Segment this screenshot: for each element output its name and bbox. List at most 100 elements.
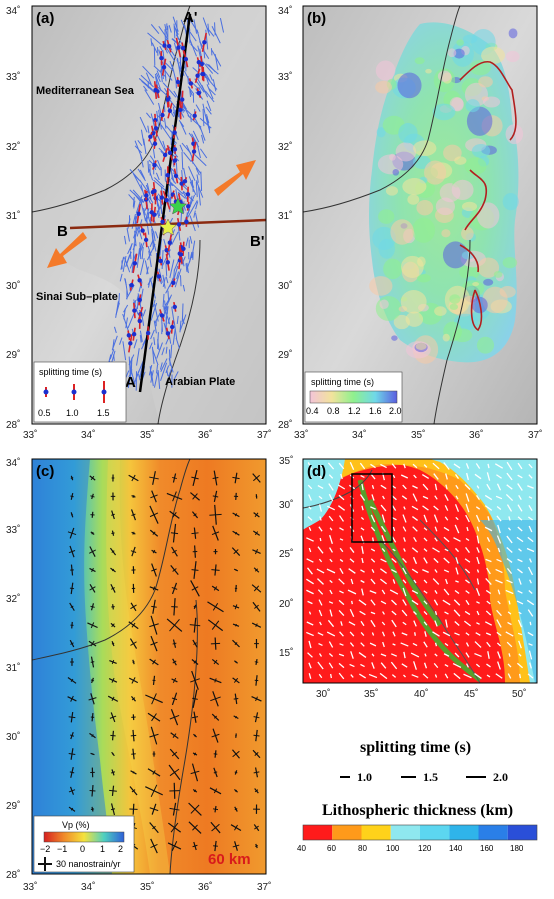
- splitting-bar: [175, 337, 180, 349]
- white-splitting-bar: [444, 516, 449, 521]
- x-tick: 50˚: [512, 688, 526, 700]
- splitting-bar: [162, 293, 165, 307]
- station-dot: [172, 147, 178, 152]
- station-dot: [126, 333, 132, 338]
- white-splitting-bar: [403, 463, 406, 469]
- splitting-time-title: splitting time (s): [360, 739, 471, 756]
- white-splitting-bar: [455, 643, 459, 646]
- splitting-bar: [209, 74, 213, 81]
- white-splitting-bar: [507, 527, 512, 531]
- strain-cross-arm: [193, 789, 197, 793]
- strain-cross-arm: [233, 697, 239, 700]
- white-splitting-bar: [455, 567, 459, 575]
- station-dot: [152, 212, 157, 217]
- white-splitting-bar: [371, 485, 375, 489]
- splitting-bar: [181, 303, 184, 322]
- white-splitting-bar: [508, 600, 511, 605]
- white-splitting-bar: [350, 674, 354, 678]
- splitting-bar: [162, 274, 166, 289]
- strain-cross-arm: [130, 641, 137, 646]
- white-splitting-bar: [327, 462, 335, 470]
- white-splitting-bar: [308, 474, 312, 479]
- strain-cross-arm: [172, 549, 177, 554]
- white-splitting-bar: [476, 610, 480, 616]
- white-splitting-bar: [317, 661, 324, 670]
- white-splitting-bar: [402, 557, 407, 564]
- splitting-bar: [139, 116, 148, 133]
- strain-cross-arm: [211, 569, 220, 571]
- white-splitting-bar: [360, 474, 365, 479]
- splitting-bar: [125, 317, 128, 329]
- white-splitting-bar: [306, 631, 314, 637]
- splitting-bar: [168, 24, 172, 33]
- white-splitting-bar: [486, 483, 491, 491]
- splitting-bar: [173, 23, 176, 39]
- station-dot: [148, 134, 153, 139]
- station-dot: [132, 261, 138, 266]
- white-splitting-bar: [506, 504, 513, 512]
- strain-cross-arm: [109, 715, 117, 719]
- splitting-bar: [192, 130, 200, 143]
- strain-cross-arm: [254, 531, 259, 536]
- splitting-bar: [139, 334, 142, 343]
- white-splitting-bar: [411, 589, 419, 595]
- white-splitting-bar: [475, 632, 481, 636]
- panel-a-x-ticks: 33˚ 34˚ 35˚ 36˚ 37˚: [23, 429, 271, 441]
- legend-dot-10: [71, 389, 77, 395]
- strain-cross-arm: [91, 734, 94, 738]
- splitting-bar: [153, 231, 156, 242]
- splitting-bar: [125, 284, 135, 300]
- white-splitting-bar: [359, 494, 366, 501]
- white-splitting-bar: [412, 516, 418, 521]
- white-splitting-bar: [506, 579, 513, 584]
- splitting-bar: [132, 189, 145, 203]
- white-splitting-bar: [506, 567, 513, 575]
- map-patch: [459, 265, 480, 280]
- white-splitting-bar: [307, 600, 313, 605]
- white-splitting-bar: [390, 653, 398, 657]
- station-dot: [183, 57, 189, 62]
- white-splitting-bar: [453, 599, 461, 606]
- strain-cross-arm: [234, 824, 238, 831]
- strain-cross-arm: [192, 824, 198, 831]
- white-splitting-bar: [475, 588, 481, 596]
- white-splitting-bar: [527, 485, 534, 489]
- white-splitting-bar: [434, 642, 438, 647]
- station-dot: [165, 331, 171, 336]
- splitting-bar: [179, 314, 187, 331]
- splitting-bar: [147, 32, 163, 46]
- white-splitting-bar: [412, 556, 418, 565]
- station-dot: [196, 60, 202, 65]
- splitting-bar: [163, 306, 166, 315]
- white-splitting-bar: [339, 558, 344, 563]
- map-patch: [476, 336, 495, 354]
- splitting-bar: [202, 108, 205, 127]
- white-splitting-bar: [381, 631, 386, 637]
- x-tick: 34˚: [81, 429, 95, 441]
- strain-cross-arm: [171, 697, 178, 701]
- white-splitting-bar: [411, 674, 419, 678]
- panel-a-frame: [31, 5, 267, 425]
- strain-cross-arm: [149, 807, 159, 812]
- strain-cross-arm: [254, 512, 259, 518]
- splitting-bar: [119, 273, 123, 282]
- coastline-d: [303, 469, 373, 509]
- white-splitting-bar: [326, 631, 336, 637]
- white-splitting-bar: [445, 619, 448, 628]
- splitting-bar: [175, 79, 177, 89]
- white-splitting-bar: [486, 641, 491, 648]
- splitting-bar: [140, 129, 145, 146]
- white-splitting-bar: [392, 548, 396, 552]
- strain-cross-arm: [234, 808, 238, 811]
- map-patch: [434, 306, 447, 316]
- white-splitting-bar: [359, 462, 366, 470]
- white-splitting-bar: [392, 474, 396, 479]
- white-splitting-bar: [360, 527, 365, 531]
- strain-cross-arm: [193, 660, 197, 664]
- white-splitting-bar: [496, 619, 502, 628]
- map-patch: [451, 179, 474, 200]
- white-splitting-bar: [517, 483, 523, 491]
- x-tick: 35˚: [411, 429, 425, 441]
- splitting-bar: [146, 266, 149, 275]
- white-splitting-bar: [444, 494, 449, 501]
